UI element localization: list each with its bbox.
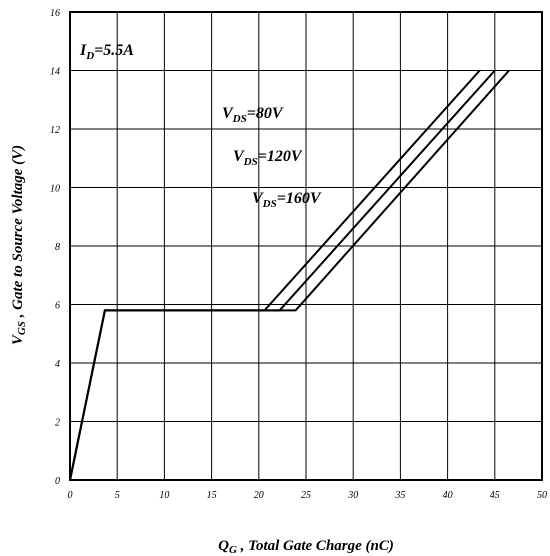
y-tick-label: 2 [55,418,60,429]
x-tick-label: 10 [159,490,169,501]
annotation-vds-160: VDS=160V [252,190,322,210]
x-tick-label: 45 [490,490,500,501]
x-axis-label: QG , Total Gate Charge (nC) [218,538,394,556]
y-tick-label: 0 [55,476,60,487]
y-tick-label: 8 [55,242,60,253]
grid [70,12,542,480]
series-group [69,69,510,481]
series-line-1 [69,69,481,481]
x-tick-label: 30 [347,490,358,501]
x-tick-label: 0 [68,490,73,501]
x-tick-label: 35 [394,490,405,501]
y-tick-label: 6 [55,301,60,312]
x-tick-label: 20 [254,490,264,501]
annotation-id: ID=5.5A [79,42,134,62]
plot-frame [69,11,543,481]
y-tick-label: 4 [55,359,60,370]
x-tick-labels: 0 5 10 15 20 25 30 35 40 45 50 [68,490,548,501]
y-tick-label: 12 [50,125,60,136]
annotation-vds-80: VDS=80V [222,105,284,125]
y-tick-label: 10 [50,184,60,195]
x-tick-label: 40 [443,490,453,501]
annotation-vds-120: VDS=120V [233,148,303,168]
y-axis-label: VGS , Gate to Source Voltage (V) [10,145,28,345]
series-line-3 [69,69,510,481]
x-tick-label: 50 [537,490,547,501]
x-tick-label: 5 [115,490,120,501]
x-tick-label: 25 [301,490,311,501]
y-tick-label: 14 [50,67,60,78]
y-tick-labels: 0 2 4 6 8 10 12 14 16 [50,8,60,487]
y-tick-label: 16 [50,8,60,19]
x-tick-label: 15 [207,490,217,501]
series-line-2 [69,69,496,481]
